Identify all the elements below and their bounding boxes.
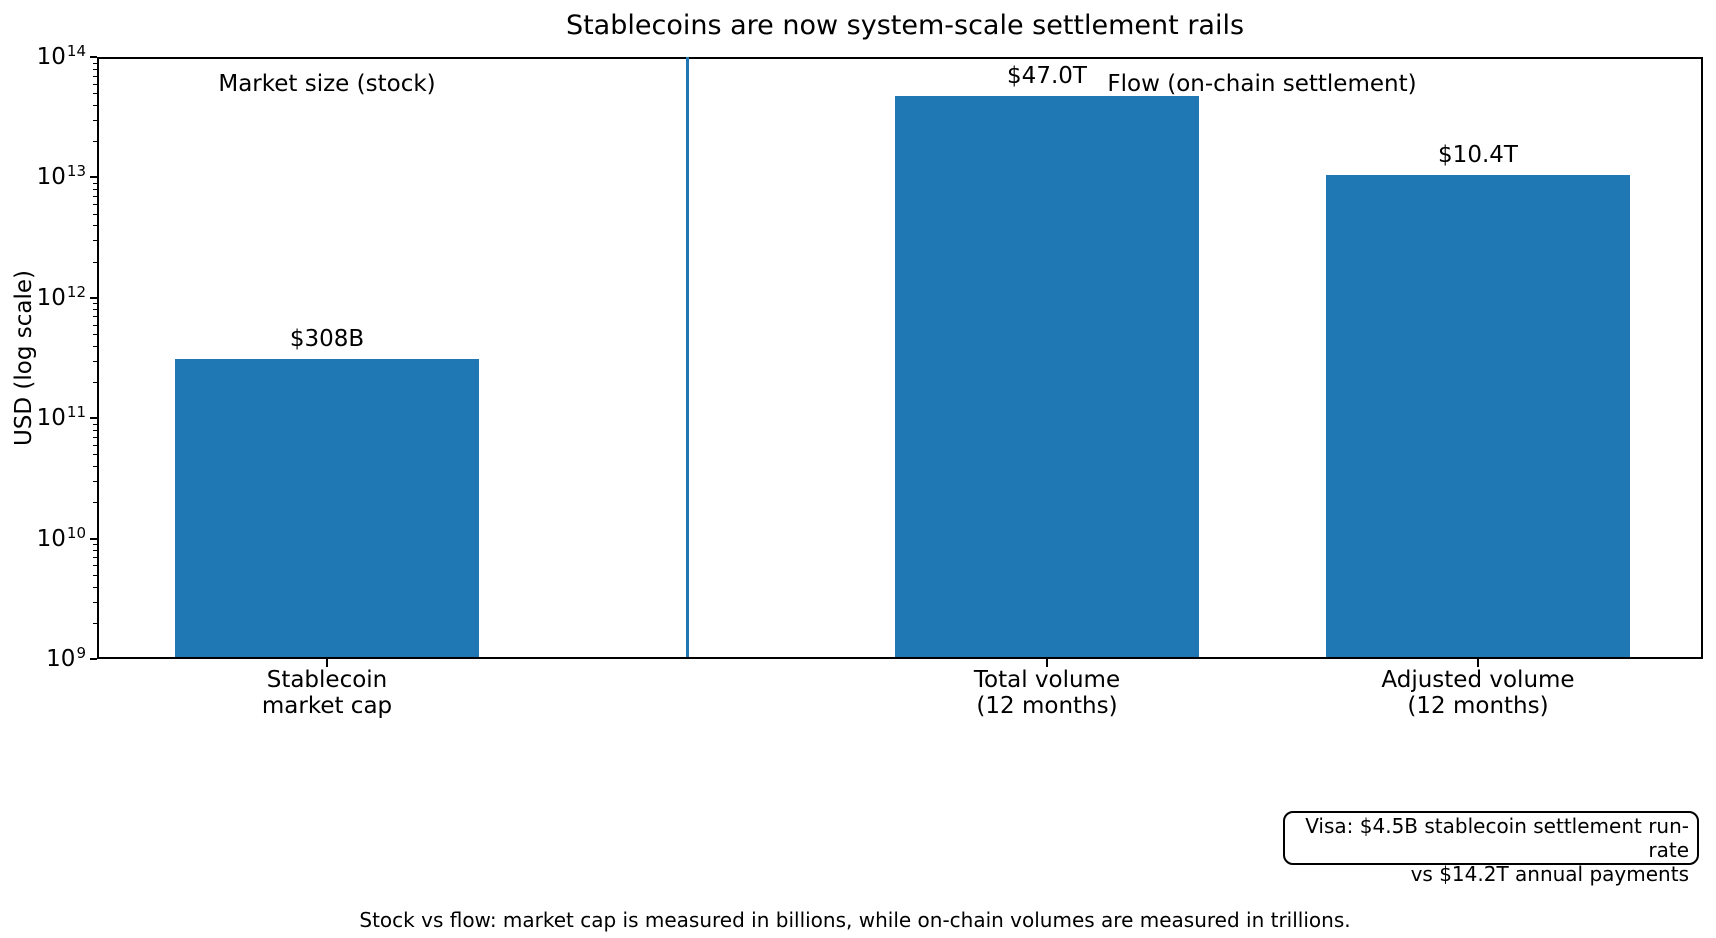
y-minor-tick	[93, 93, 97, 95]
y-minor-tick	[93, 544, 97, 546]
annotation-line-1: Visa: $4.5B stablecoin settlement run-ra…	[1305, 814, 1689, 862]
y-minor-tick	[93, 316, 97, 318]
y-tick-label: 1013	[36, 162, 86, 191]
annotation-line-2: vs $14.2T annual payments	[1410, 862, 1689, 886]
y-minor-tick	[93, 345, 97, 347]
section-label: Flow (on-chain settlement)	[1107, 71, 1417, 97]
y-minor-tick	[93, 622, 97, 624]
y-major-tick	[90, 537, 97, 540]
y-minor-tick	[93, 189, 97, 191]
y-minor-tick	[93, 466, 97, 468]
y-minor-tick	[93, 75, 97, 77]
y-minor-tick	[93, 62, 97, 64]
y-tick-label: 1014	[36, 42, 86, 70]
y-tick-label: 1011	[36, 403, 86, 432]
y-minor-tick	[93, 213, 97, 215]
y-minor-tick	[93, 309, 97, 311]
x-tick	[326, 659, 328, 667]
y-minor-tick	[93, 182, 97, 184]
y-major-tick	[90, 56, 97, 58]
y-minor-tick	[93, 68, 97, 70]
y-minor-tick	[93, 502, 97, 504]
section-divider	[686, 57, 689, 659]
y-minor-tick	[93, 119, 97, 121]
y-minor-tick	[93, 303, 97, 305]
bar-value-label: $308B	[289, 326, 365, 353]
y-minor-tick	[93, 240, 97, 242]
y-minor-tick	[93, 360, 97, 362]
y-minor-tick	[93, 454, 97, 456]
x-category-label: Stablecoin market cap	[261, 667, 393, 719]
y-minor-tick	[93, 261, 97, 263]
y-tick-label: 1012	[36, 282, 86, 311]
y-minor-tick	[93, 225, 97, 227]
chart-title: Stablecoins are now system-scale settlem…	[565, 10, 1245, 41]
y-minor-tick	[93, 429, 97, 431]
y-minor-tick	[93, 444, 97, 446]
y-minor-tick	[93, 557, 97, 559]
y-minor-tick	[93, 381, 97, 383]
y-major-tick	[90, 176, 97, 179]
bar	[1326, 175, 1630, 659]
y-major-tick	[90, 296, 97, 299]
x-tick	[1477, 659, 1479, 667]
y-minor-tick	[93, 196, 97, 198]
y-tick-label: 1010	[36, 523, 86, 552]
y-minor-tick	[93, 565, 97, 567]
x-category-label: Adjusted volume (12 months)	[1381, 667, 1575, 719]
section-label: Market size (stock)	[218, 71, 436, 97]
bar	[175, 359, 479, 659]
bar	[895, 96, 1199, 659]
y-minor-tick	[93, 481, 97, 483]
y-tick-label: 109	[46, 644, 86, 672]
y-major-tick	[90, 658, 97, 660]
y-minor-tick	[93, 574, 97, 576]
x-category-label: Total volume (12 months)	[973, 667, 1121, 719]
figure-caption: Stock vs flow: market cap is measured in…	[359, 908, 1351, 932]
x-axis-line	[97, 657, 1703, 659]
y-major-tick	[90, 417, 97, 420]
y-minor-tick	[93, 601, 97, 603]
x-tick	[1046, 659, 1048, 667]
y-minor-tick	[93, 334, 97, 336]
y-minor-tick	[93, 141, 97, 143]
bar-value-label: $10.4T	[1438, 142, 1518, 169]
y-minor-tick	[93, 204, 97, 206]
annotation-box: Visa: $4.5B stablecoin settlement run-ra…	[1283, 811, 1699, 886]
bar-value-label: $47.0T	[1007, 63, 1087, 90]
y-minor-tick	[93, 324, 97, 326]
y-minor-tick	[93, 586, 97, 588]
y-minor-tick	[93, 550, 97, 552]
y-minor-tick	[93, 83, 97, 85]
y-minor-tick	[93, 423, 97, 425]
y-minor-tick	[93, 104, 97, 106]
y-minor-tick	[93, 436, 97, 438]
